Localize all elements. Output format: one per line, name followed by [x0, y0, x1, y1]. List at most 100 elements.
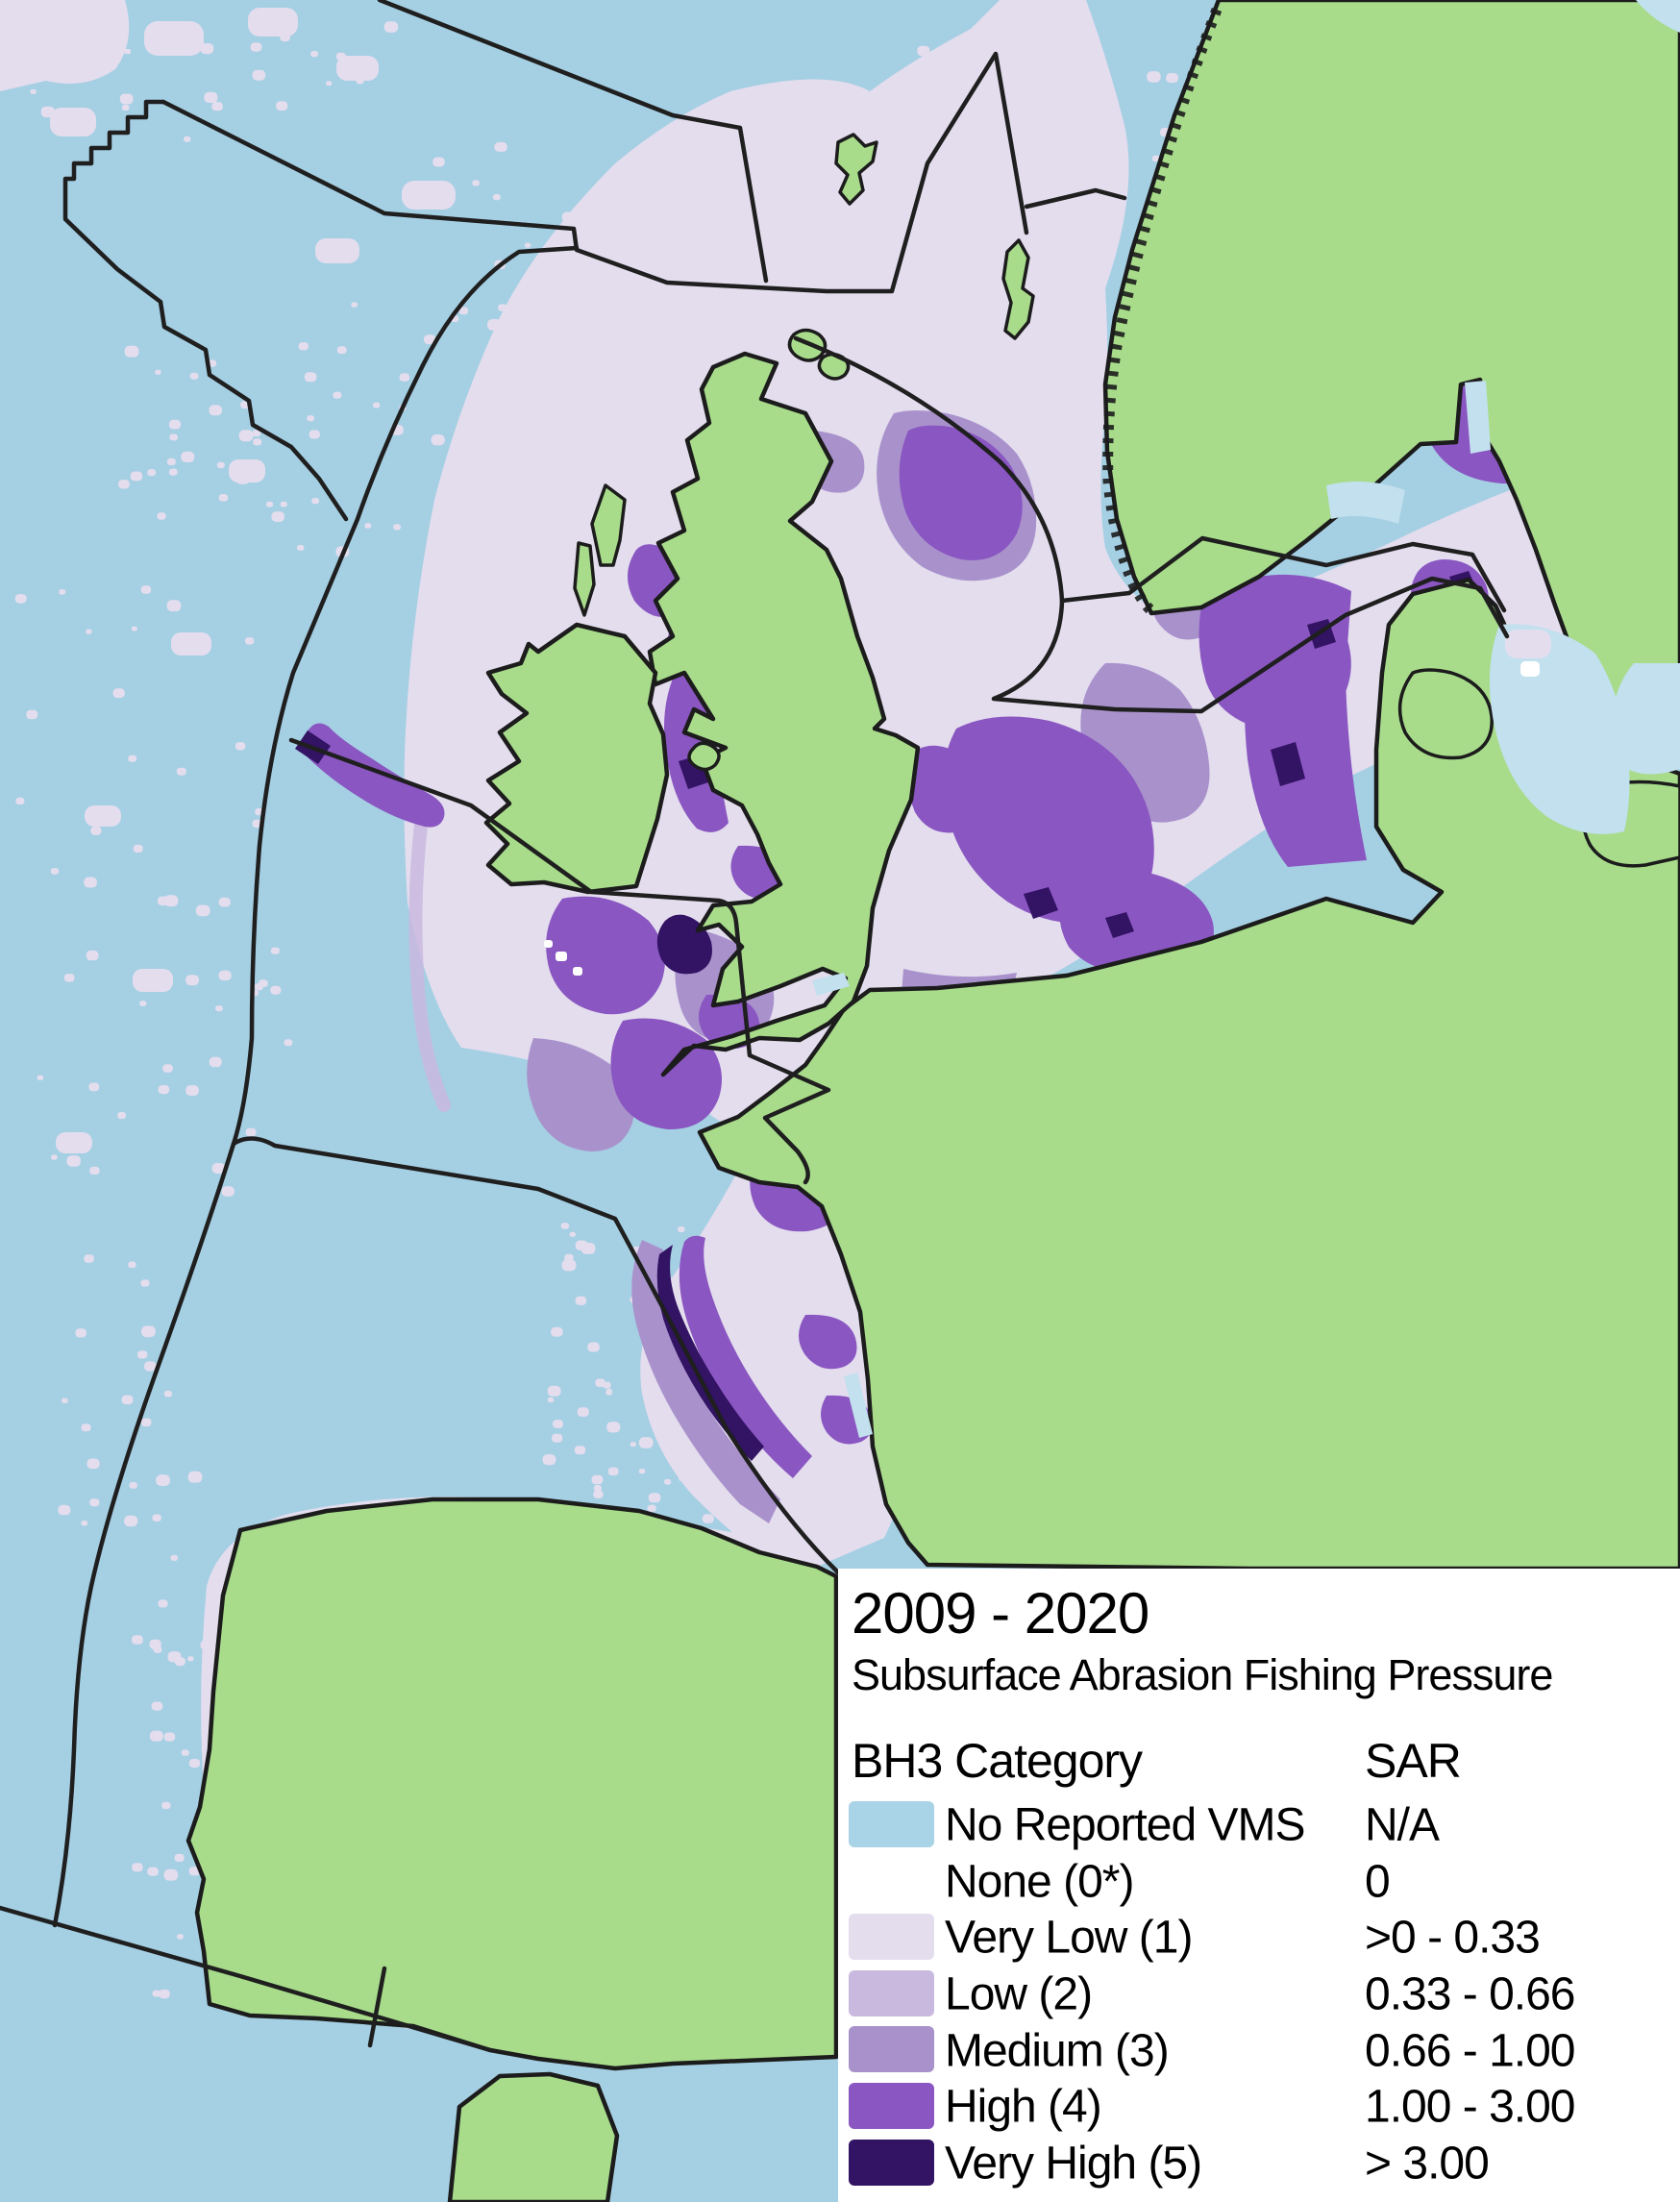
vms-speckle — [842, 204, 852, 212]
vms-speckle — [1065, 180, 1077, 190]
vms-speckle — [216, 461, 225, 469]
vms-speckle — [117, 1112, 127, 1120]
vms-speckle — [121, 1395, 134, 1405]
inshore-water-layer — [812, 0, 1680, 1438]
vms-speckle — [63, 974, 75, 982]
vms-speckle — [593, 261, 605, 271]
vms-speckle — [310, 51, 318, 58]
vms-speckle — [870, 220, 883, 231]
vms-speckle — [153, 1645, 162, 1653]
vms-speckle — [529, 334, 539, 343]
vms-patch — [937, 219, 983, 246]
vms-speckle — [270, 985, 282, 995]
vms-speckle — [81, 1423, 91, 1432]
vms-speckle — [762, 1350, 774, 1359]
vms-speckle — [245, 1127, 257, 1137]
legend-swatch — [849, 2082, 934, 2129]
vms-speckle — [944, 90, 951, 97]
vms-speckle — [575, 1296, 587, 1305]
vms-speckle — [383, 21, 399, 33]
vms-speckle — [727, 1306, 740, 1318]
patch-high — [943, 716, 1154, 924]
vms-patch — [827, 235, 898, 276]
vms-speckle — [163, 1732, 176, 1742]
vms-speckle — [218, 897, 231, 907]
boundary-celtic-channel — [288, 737, 831, 1185]
vms-patch — [726, 190, 776, 219]
vms-speckle — [770, 1340, 780, 1348]
vms-speckle — [702, 1514, 714, 1523]
vms-speckle — [825, 97, 833, 105]
vms-speckle — [664, 1478, 672, 1485]
vms-speckle — [167, 1651, 182, 1663]
vms-speckle — [657, 321, 669, 331]
kattegat-water — [1489, 624, 1630, 834]
vms-speckle — [112, 688, 125, 699]
vms-speckle — [504, 340, 516, 350]
vms-speckle — [333, 391, 342, 399]
legend-column-headers: BH3 Category SAR — [852, 1734, 1680, 1788]
vms-speckle — [780, 1375, 788, 1381]
vms-speckle — [169, 433, 178, 441]
patch-high — [899, 425, 1023, 560]
vms-speckle — [495, 141, 507, 152]
vms-speckle — [743, 1299, 756, 1311]
legend-category-header: BH3 Category — [852, 1734, 1143, 1788]
vms-speckle — [542, 1454, 556, 1466]
vms-speckle — [870, 309, 881, 319]
vms-speckle — [843, 309, 850, 314]
vms-speckle — [271, 511, 284, 522]
vms-speckle — [364, 523, 372, 529]
vms-speckle — [119, 93, 134, 105]
legend-swatch — [849, 1801, 934, 1847]
vms-speckle — [917, 45, 930, 57]
vms-speckle — [923, 331, 929, 336]
vms-speckle — [218, 494, 229, 502]
vms-speckle — [156, 1474, 170, 1486]
legend-swatch — [849, 2026, 934, 2073]
vms-speckle — [1090, 215, 1100, 224]
vms-speckle — [86, 950, 99, 961]
patch-high — [799, 1314, 857, 1370]
vms-speckle — [638, 1437, 654, 1448]
vms-speckle — [121, 104, 130, 111]
land-hebrides — [590, 483, 627, 567]
vms-speckle — [850, 208, 856, 213]
legend-category-label: Medium (3) — [945, 2025, 1170, 2077]
vms-speckle — [726, 111, 735, 119]
vms-speckle — [1028, 107, 1044, 118]
vms-patch — [902, 306, 961, 340]
vms-speckle — [81, 1521, 88, 1526]
vms-speckle — [14, 594, 27, 604]
vms-patch — [248, 8, 298, 37]
vms-speckle — [351, 302, 358, 308]
vms-speckle — [90, 826, 102, 835]
land-morocco — [447, 2071, 620, 2202]
vms-speckle — [942, 260, 950, 265]
patch-high — [546, 896, 665, 1015]
vms-speckle — [553, 1420, 563, 1428]
white-gap — [556, 952, 567, 961]
vms-speckle — [211, 102, 223, 111]
vms-speckle — [764, 1372, 778, 1384]
legend-category-label: Very High (5) — [945, 2138, 1202, 2190]
shelf-edge-band — [408, 818, 451, 1112]
vms-speckle — [782, 1233, 794, 1242]
vms-speckle — [177, 1934, 184, 1940]
legend-category-label: No Reported VMS — [945, 1799, 1306, 1851]
vms-speckle — [569, 1231, 576, 1237]
vms-speckle — [954, 390, 969, 402]
vms-speckle — [547, 1397, 555, 1403]
legend-row: Very High (5) > 3.00 — [849, 2136, 1680, 2192]
vms-speckle — [988, 360, 996, 367]
vms-speckle — [756, 189, 765, 197]
vms-speckle — [784, 264, 795, 273]
legend-sar-header: SAR — [1365, 1734, 1462, 1788]
boundary-shelf-biscay — [231, 1136, 841, 1575]
vms-speckle — [647, 1504, 656, 1512]
vms-speckle — [86, 629, 92, 634]
vms-speckle — [298, 342, 309, 351]
vms-speckle — [644, 147, 658, 159]
vms-speckle — [209, 1056, 222, 1068]
